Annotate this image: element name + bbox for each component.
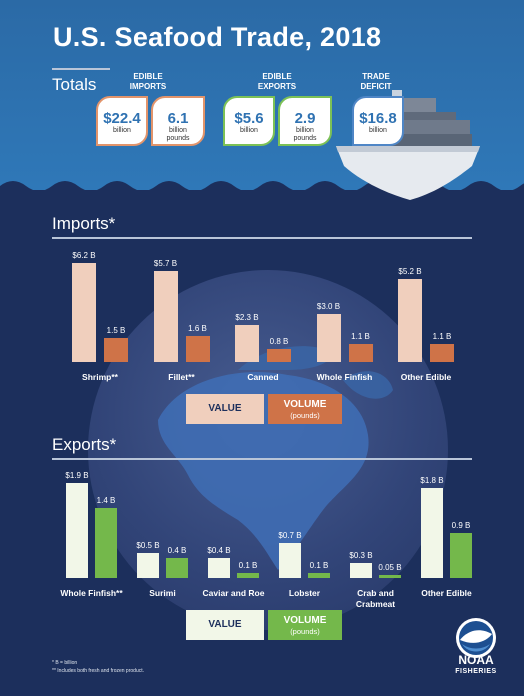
exports-bar-value	[350, 563, 372, 578]
exports-legend-volume: VOLUME (pounds)	[268, 610, 342, 640]
exports-bar-volume	[379, 575, 401, 578]
imports-legend-volume-sub: (pounds)	[290, 411, 320, 420]
exports-volume-card: 2.9 billion pounds	[278, 96, 332, 146]
imports-legend-volume-label: VOLUME	[283, 399, 327, 410]
imports-bar-value	[72, 262, 96, 362]
imports-data-label: $6.2 B	[72, 250, 96, 260]
edible-imports-heading: EDIBLE IMPORTS	[129, 72, 167, 91]
exports-data-label: $0.7 B	[278, 531, 302, 540]
imports-data-label: $2.3 B	[235, 313, 259, 323]
imports-rule	[52, 237, 472, 239]
exports-bar-value	[208, 558, 230, 578]
exports-category-label: Caviar and Roe	[202, 588, 265, 598]
exports-category-label: Crab and Crabmeat	[355, 588, 396, 609]
exports-legend-value: VALUE	[186, 610, 264, 640]
trade-deficit-card: $16.8 billion	[352, 96, 404, 146]
imports-category-label: Other Edible	[400, 372, 452, 382]
imports-volume-amount: 6.1	[167, 110, 189, 127]
exports-bar-value	[421, 488, 443, 578]
imports-value-card: $22.4 billion	[96, 96, 148, 146]
imports-bar-volume	[430, 344, 454, 362]
totals-label: Totals	[52, 75, 97, 94]
exports-value-amount: $5.6	[234, 110, 264, 127]
exports-volume-unit: billion pounds	[293, 127, 317, 142]
totals-rule	[52, 68, 110, 70]
imports-data-label: 1.5 B	[106, 326, 126, 335]
exports-data-label: $1.8 B	[420, 476, 444, 485]
exports-value-unit: billion	[240, 127, 258, 134]
trade-deficit-unit: billion	[369, 127, 387, 134]
imports-value-amount: $22.4	[103, 110, 141, 127]
exports-rule	[52, 458, 472, 460]
exports-legend-volume-sub: (pounds)	[290, 627, 320, 636]
imports-bar-volume	[348, 344, 373, 362]
exports-bar-value	[279, 543, 301, 578]
exports-bar-volume	[450, 533, 472, 578]
exports-category-label: Lobster	[288, 588, 321, 598]
imports-data-label: $3.0 B	[316, 302, 341, 311]
imports-data-label: 1.1 B	[432, 332, 452, 342]
imports-category-label: Canned	[247, 372, 279, 382]
exports-data-label: 0.05 B	[378, 563, 402, 572]
noaa-name: NOAA	[458, 653, 494, 667]
exports-category-label: Surimi	[149, 588, 176, 598]
ocean-waves	[0, 181, 524, 200]
trade-deficit-heading: TRADE DEFICIT	[360, 72, 392, 91]
imports-legend-value: VALUE	[186, 394, 264, 424]
imports-bar-value	[153, 270, 178, 362]
imports-volume-card: 6.1 billion pounds	[151, 96, 205, 146]
exports-bar-volume	[95, 508, 117, 578]
imports-value-unit: billion	[113, 127, 131, 134]
imports-data-label: $5.2 B	[398, 266, 422, 276]
imports-volume-unit: billion pounds	[166, 127, 190, 142]
imports-bar-value	[235, 325, 259, 362]
exports-category-label: Whole Finfish**	[60, 588, 123, 598]
imports-category-label: Whole Finfish	[316, 372, 373, 382]
exports-data-label: $1.9 B	[65, 471, 89, 480]
imports-data-label: 1.6 B	[188, 324, 207, 334]
imports-section-label: Imports*	[52, 214, 116, 233]
exports-data-label: $0.4 B	[207, 546, 231, 555]
exports-legend-volume-label: VOLUME	[283, 615, 327, 626]
imports-bar-volume	[267, 349, 291, 362]
exports-value-card: $5.6 billion	[223, 96, 275, 146]
imports-category-label: Fillet**	[168, 372, 195, 382]
exports-data-label: 1.4 B	[96, 496, 116, 505]
exports-volume-amount: 2.9	[294, 110, 316, 127]
noaa-sub: FISHERIES	[455, 668, 497, 675]
exports-data-label: 0.1 B	[309, 561, 329, 570]
imports-data-label: 1.1 B	[351, 332, 370, 342]
exports-bar-value	[137, 553, 159, 578]
exports-data-label: 0.9 B	[451, 521, 471, 530]
imports-bar-volume	[104, 338, 128, 362]
footnote-fresh-frozen: ** Includes both fresh and frozen produc…	[52, 668, 145, 674]
exports-bar-value	[66, 483, 88, 578]
exports-data-label: $0.5 B	[136, 541, 160, 550]
imports-bar-value	[398, 278, 422, 362]
imports-bar-value	[316, 314, 341, 362]
footnote-billion: * B = billion	[52, 660, 78, 666]
page-title: U.S. Seafood Trade, 2018	[53, 22, 382, 52]
edible-exports-heading: EDIBLE EXPORTS	[257, 72, 297, 91]
noaa-logo	[456, 618, 496, 658]
imports-legend-volume: VOLUME (pounds)	[268, 394, 342, 424]
imports-bar-volume	[185, 336, 210, 362]
exports-section-label: Exports*	[52, 435, 117, 454]
exports-data-label: 0.1 B	[238, 561, 258, 570]
exports-bar-volume	[237, 573, 259, 578]
imports-data-label: $5.7 B	[153, 258, 178, 268]
exports-bar-volume	[308, 573, 330, 578]
exports-category-label: Other Edible	[421, 588, 472, 598]
noaa-wordmark: NOAA FISHERIES	[446, 653, 506, 677]
exports-data-label: 0.4 B	[167, 546, 187, 555]
exports-bar-volume	[166, 558, 188, 578]
imports-data-label: 0.8 B	[269, 337, 289, 347]
exports-data-label: $0.3 B	[349, 551, 373, 560]
imports-category-label: Shrimp**	[82, 372, 118, 382]
trade-deficit-amount: $16.8	[359, 110, 397, 127]
